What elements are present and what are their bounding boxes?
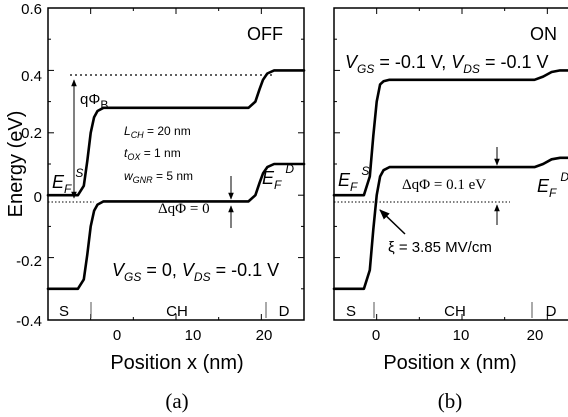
x-tick-label: 10 (453, 327, 470, 344)
delta-phi-label: ΔqΦ = 0 (158, 201, 210, 217)
barrier-height-label: qΦB (80, 91, 108, 112)
subfigure-label: (a) (165, 389, 188, 413)
param-oxide-thickness: tOX = 1 nm (124, 146, 181, 162)
region-label-channel: CH (166, 303, 188, 320)
y-tick-label: 0.6 (21, 1, 42, 18)
fermi-level-source-label: EFS (52, 166, 83, 196)
subfigure-label: (b) (438, 389, 463, 413)
x-tick-label: 0 (113, 327, 121, 344)
fermi-level-source-label: EFS (338, 164, 369, 194)
panel-b: 0 10 20 Position x (nm) (b) ON VGS = -0.… (332, 7, 568, 413)
region-label-source: S (59, 303, 69, 320)
valence-band-line (46, 162, 306, 291)
y-tick-label: -0.4 (16, 313, 42, 330)
state-label: OFF (247, 24, 283, 44)
y-tick-label: -0.2 (16, 253, 42, 270)
fermi-level-drain-label: EFD (262, 162, 294, 192)
state-label: ON (530, 24, 557, 44)
x-tick-label: 10 (185, 327, 202, 344)
y-tick-label: 0.2 (21, 125, 42, 142)
conduction-band-line (332, 69, 568, 197)
region-label-drain: D (279, 303, 290, 320)
region-label-channel: CH (444, 303, 466, 320)
valence-band-line (332, 156, 568, 291)
bias-conditions-label: VGS = 0, VDS = -0.1 V (112, 260, 279, 284)
region-label-drain: D (546, 303, 557, 320)
param-ribbon-width: wGNR = 5 nm (124, 169, 193, 185)
field-arrow (379, 209, 406, 235)
x-tick-label: 20 (256, 327, 273, 344)
field-label: ξ = 3.85 MV/cm (388, 239, 492, 256)
x-tick-label: 20 (527, 327, 544, 344)
panel-b-ticks (333, 7, 548, 321)
y-axis-label: Energy (eV) (5, 111, 27, 218)
y-tick-label: 0 (34, 189, 42, 206)
panel-a: 0.6 0.4 0.2 0 -0.2 -0.4 0 10 20 Energy (… (5, 1, 306, 413)
param-channel-length: LCH = 20 nm (124, 124, 191, 140)
x-tick-label: 0 (372, 327, 380, 344)
bias-conditions-label: VGS = -0.1 V, VDS = -0.1 V (345, 52, 548, 76)
fermi-level-drain-label: EFD (537, 170, 568, 200)
y-tick-label: 0.4 (21, 68, 42, 85)
region-label-source: S (346, 303, 356, 320)
x-axis-label: Position x (nm) (110, 352, 243, 374)
delta-phi-label: ΔqΦ = 0.1 eV (402, 177, 486, 193)
x-axis-label: Position x (nm) (383, 352, 516, 374)
panel-b-curves (332, 69, 568, 291)
